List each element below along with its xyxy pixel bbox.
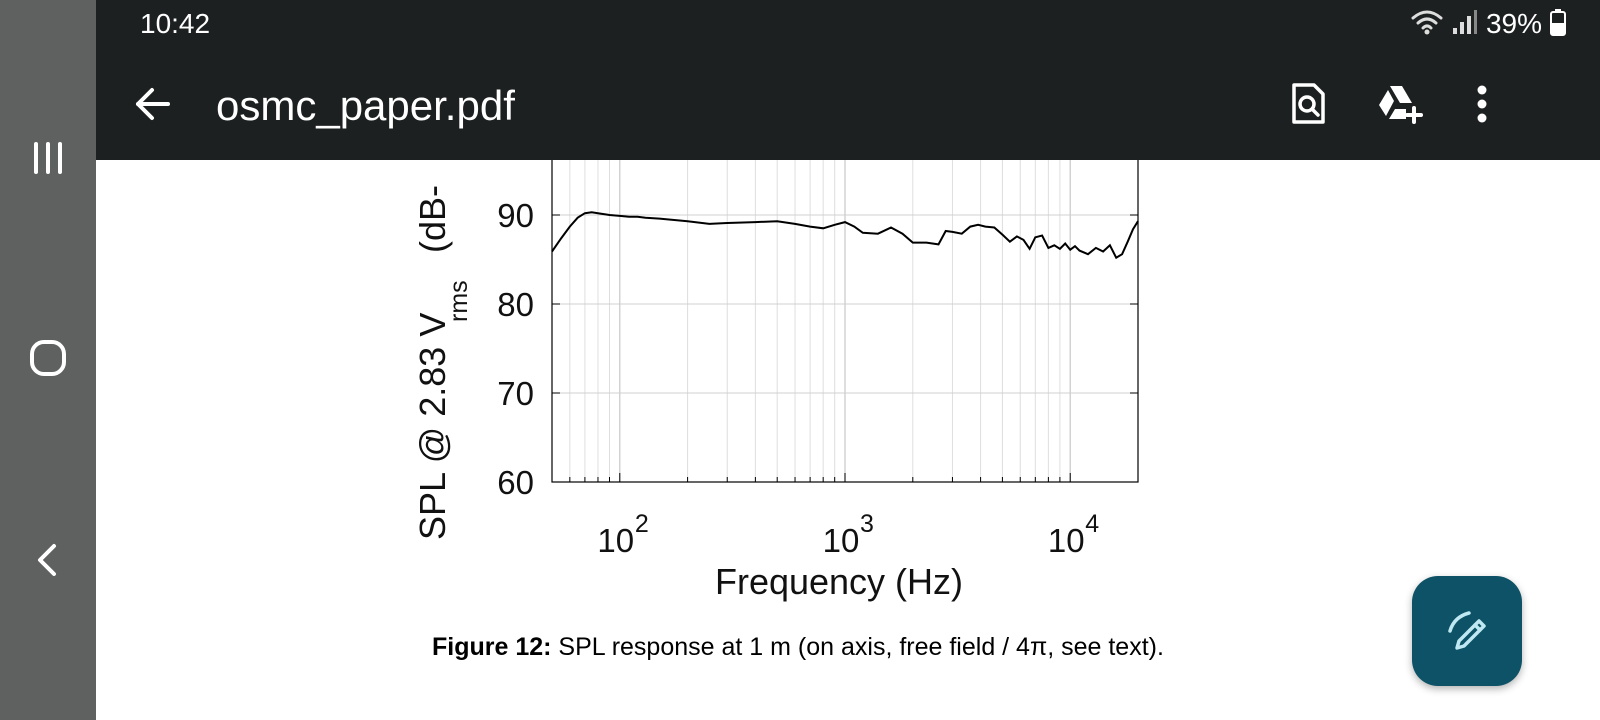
app-header: 10:42 39% osmc_paper.pdf [96, 0, 1600, 160]
figure-caption-label: Figure 12: [432, 633, 552, 661]
x-tick-label-exponent: 2 [635, 510, 649, 538]
figure-caption-text: SPL response at 1 m (on axis, free field… [551, 633, 1164, 661]
x-tick-label: 10 [823, 522, 860, 559]
y-tick-label: 70 [497, 375, 534, 412]
x-axis-label: Frequency (Hz) [715, 561, 963, 602]
series-line [551, 211, 1139, 260]
more-vert-icon [1476, 84, 1488, 129]
home-icon[interactable] [18, 328, 78, 388]
y-axis-label-main: SPL @ 2.83 V [412, 313, 453, 540]
add-to-drive-icon [1376, 83, 1424, 130]
system-navigation-bar [0, 0, 96, 720]
figure-caption: Figure 12: SPL response at 1 m (on axis,… [432, 633, 1164, 662]
x-tick-label-exponent: 3 [860, 510, 874, 538]
y-axis-label-subscript: rms [445, 280, 473, 322]
y-axis-label-unit: (dB- [412, 185, 453, 253]
search-document-icon [1288, 82, 1328, 131]
more-options-button[interactable] [1456, 80, 1508, 132]
search-document-button[interactable] [1282, 80, 1334, 132]
y-axis-label: SPL @ 2.83 V rms (dB- [412, 185, 473, 540]
x-tick-label-exponent: 4 [1085, 510, 1099, 538]
status-icons: 39% [1410, 6, 1566, 42]
battery-percentage: 39% [1485, 8, 1542, 39]
edit-pen-icon [1445, 607, 1489, 656]
y-tick-label: 80 [497, 286, 534, 323]
y-tick-label: 90 [497, 197, 534, 234]
recents-icon[interactable] [18, 128, 78, 188]
pdf-page[interactable]: 60 70 80 90 10 2 10 3 10 4 Frequency (Hz) SPL @ … [96, 160, 1600, 720]
back-arrow-button[interactable] [126, 80, 178, 132]
document-title: osmc_paper.pdf [216, 82, 515, 129]
wifi-icon [1410, 8, 1444, 41]
x-tick-label: 10 [1048, 522, 1085, 559]
status-time: 10:42 [140, 8, 211, 39]
y-tick-label: 60 [497, 464, 534, 501]
battery-icon [1550, 8, 1566, 41]
back-icon[interactable] [18, 530, 78, 590]
edit-fab-button[interactable] [1412, 576, 1522, 686]
add-to-drive-button[interactable] [1374, 80, 1426, 132]
back-arrow-icon [132, 84, 172, 129]
signal-icon [1452, 8, 1478, 41]
x-tick-label: 10 [597, 522, 634, 559]
